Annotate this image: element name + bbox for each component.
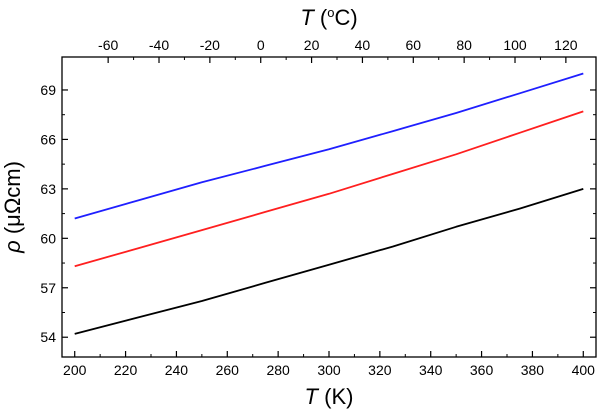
x-tick-label-top: 80	[456, 37, 472, 53]
y-tick-label: 63	[40, 181, 56, 197]
x-tick-label-bottom: 260	[216, 362, 240, 378]
x-tick-label-top: 100	[503, 37, 527, 53]
x-tick-label-bottom: 360	[470, 362, 494, 378]
top-axis-ticks: -60 -40 -20 0 20 40 60 80 100 120	[98, 37, 578, 63]
y-tick-label: 54	[40, 329, 56, 345]
x-tick-label-top: -60	[98, 37, 118, 53]
x-tick-label-bottom: 320	[368, 362, 392, 378]
x-tick-label-top: 0	[257, 37, 265, 53]
plot-frame	[61, 56, 597, 358]
x-axis-title-bottom: T (K)	[305, 384, 354, 409]
y-tick-label: 69	[40, 82, 56, 98]
y-tick-label: 60	[40, 230, 56, 246]
x-tick-label-top: -20	[200, 37, 220, 53]
x-tick-label-bottom: 200	[63, 362, 87, 378]
x-tick-label-top: 40	[355, 37, 371, 53]
x-tick-label-bottom: 280	[266, 362, 290, 378]
x-tick-label-bottom: 340	[419, 362, 443, 378]
x-tick-label-top: 120	[554, 37, 578, 53]
series-line-red	[74, 110, 584, 268]
x-tick-label-bottom: 240	[165, 362, 189, 378]
series-line-black	[74, 188, 584, 335]
x-tick-label-bottom: 300	[317, 362, 341, 378]
y-tick-label: 57	[40, 280, 56, 296]
x-tick-label-bottom: 400	[572, 362, 596, 378]
y-axis-title: ρ (μΩcm)	[0, 161, 25, 254]
left-axis-ticks: 54 57 60 63 66 69	[40, 82, 596, 345]
series-layer	[74, 72, 584, 335]
y-tick-label: 66	[40, 131, 56, 147]
bottom-axis-ticks: 200 220 240 260 280 300 320 340 360 380 400	[63, 351, 595, 378]
series-line-blue	[74, 72, 584, 220]
x-axis-title-top: T (oC)	[300, 5, 357, 30]
x-tick-label-top: 60	[406, 37, 422, 53]
x-tick-label-bottom: 220	[114, 362, 138, 378]
x-tick-label-bottom: 380	[521, 362, 545, 378]
x-tick-label-top: 20	[304, 37, 320, 53]
x-tick-label-top: -40	[149, 37, 169, 53]
